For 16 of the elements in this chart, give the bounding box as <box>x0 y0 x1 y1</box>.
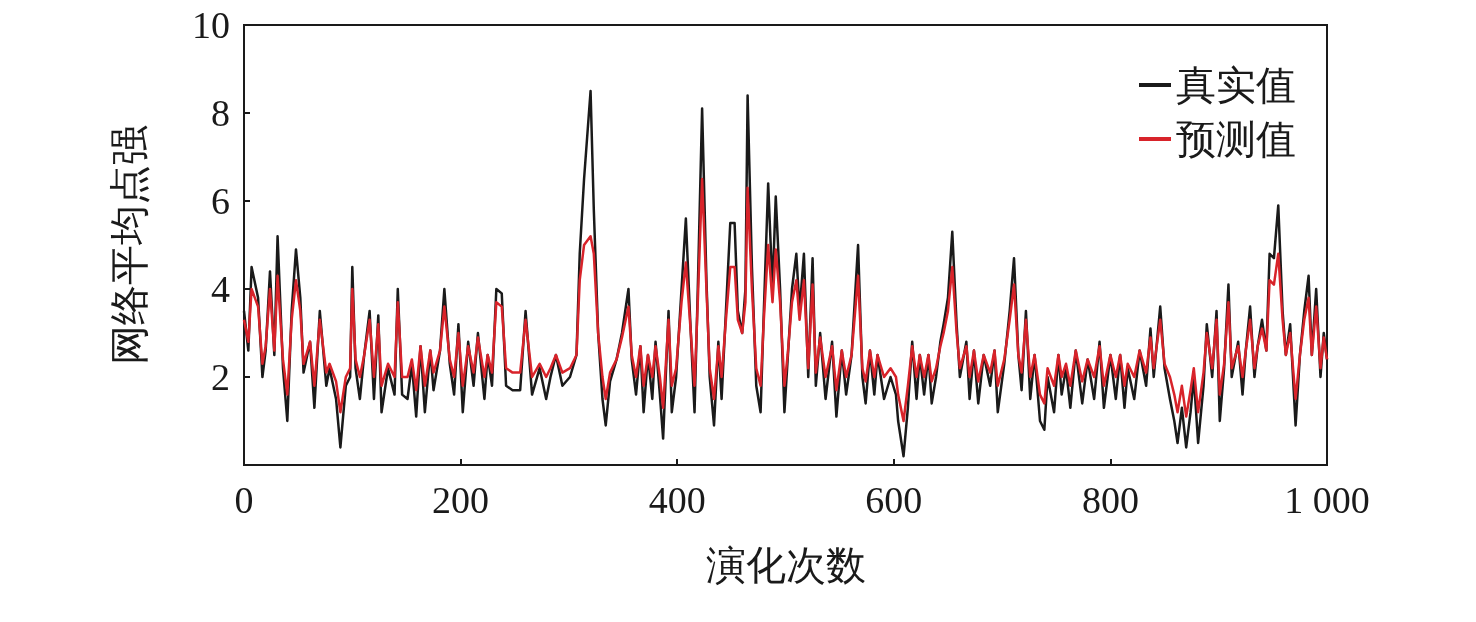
legend-label: 预测值 <box>1176 116 1296 162</box>
x-tick-label: 200 <box>432 479 490 521</box>
y-tick-label: 6 <box>211 180 230 222</box>
x-tick-label: 600 <box>865 479 923 521</box>
y-axis-title: 网络平均点强 <box>106 125 152 365</box>
x-tick-label: 1 000 <box>1284 479 1370 521</box>
y-tick-label: 4 <box>211 268 230 310</box>
legend-label: 真实值 <box>1176 62 1296 108</box>
y-tick-label: 10 <box>192 4 230 46</box>
x-tick-label: 400 <box>648 479 706 521</box>
x-axis-title: 演化次数 <box>705 542 866 588</box>
x-tick-label: 0 <box>234 479 254 521</box>
x-tick-label: 800 <box>1081 479 1139 521</box>
y-tick-label: 2 <box>211 356 230 398</box>
line-series <box>242 177 1329 423</box>
y-tick-label: 8 <box>211 92 230 134</box>
